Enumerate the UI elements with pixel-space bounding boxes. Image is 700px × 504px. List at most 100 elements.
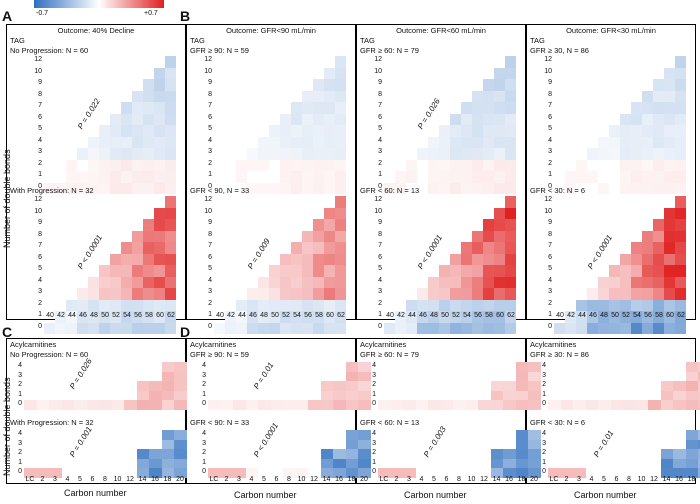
x-tick-d2-20: 20 [530, 476, 538, 483]
heat-cell-b2_top-58-2 [483, 159, 494, 171]
heat-cell-b1_bot-54-7 [291, 242, 302, 254]
x-tick-d2-4: 4 [419, 476, 424, 483]
heat-cell-b2_top-58-3 [483, 148, 494, 160]
heat-cell-b3_top-58-5 [653, 125, 664, 137]
heat-cell-b1_bot-60-10 [324, 207, 335, 219]
x-tick-b3-42: 42 [567, 312, 575, 319]
heat-cell-b1_bot-62-7 [335, 242, 346, 254]
heat-cell-b3_bot-52-1 [620, 311, 631, 323]
group-label-a_top: No Progression: N = 60 [10, 46, 89, 55]
heat-cell-b3_bot-42-0 [565, 322, 576, 334]
x-tick-a-62: 62 [167, 312, 175, 319]
heat-cell-a_bot-58-2 [143, 299, 154, 311]
acyl-cell-d2_top-10-0 [503, 400, 516, 410]
heat-cell-b2_top-54-5 [461, 125, 472, 137]
y-tick-d3_top-1: 1 [542, 390, 546, 398]
heat-cell-b2_bot-60-10 [494, 207, 505, 219]
acyl-cell-d1_bot-9-2 [320, 449, 333, 459]
y-tick-b2_bot-9: 9 [378, 219, 382, 226]
heat-cell-b3_bot-52-6 [620, 253, 631, 265]
x-tick-d1-LC: LC [209, 476, 219, 483]
acyl-cell-d2_top-3-0 [415, 400, 428, 410]
heat-cell-b2_top-52-1 [450, 171, 461, 183]
heat-cell-b3_top-62-9 [675, 79, 686, 91]
acyl-cell-d2_bot-11-3 [515, 439, 528, 449]
heat-cell-b1_top-56-5 [302, 125, 313, 137]
heat-cell-a_bot-48-4 [88, 276, 99, 288]
acyl-cell-c_top-7-0 [111, 400, 124, 410]
acyl-cell-d3_bot-11-3 [685, 439, 698, 449]
heat-cell-b3_top-50-5 [609, 125, 620, 137]
y-tick-b2_top-2: 2 [378, 159, 382, 167]
acyl-cell-d3_top-4-0 [598, 400, 611, 410]
heat-cell-b1_top-60-8 [324, 90, 335, 102]
heat-cell-b3_top-50-3 [609, 148, 620, 160]
heat-cell-a_bot-58-4 [143, 276, 154, 288]
heat-cell-b2_bot-62-2 [505, 299, 516, 311]
heat-cell-a_top-52-1 [110, 171, 121, 183]
y-tick-b1_bot-9: 9 [208, 219, 212, 226]
heat-cell-b3_top-56-4 [642, 136, 653, 148]
group-label-a_bot: With Progression: N = 32 [10, 186, 94, 195]
acyl-cell-d1_bot-11-3 [345, 439, 358, 449]
heat-cell-b2_top-54-7 [461, 102, 472, 114]
heat-cell-b2_bot-58-6 [483, 253, 494, 265]
y-tick-d1_top-1: 1 [202, 390, 206, 398]
heat-cell-b1_bot-56-4 [302, 276, 313, 288]
y-tick-b3_top-9: 9 [548, 79, 552, 86]
x-tick-b3-62: 62 [677, 312, 685, 319]
acyl-cell-d2_bot-12-2 [528, 449, 541, 459]
heat-cell-b3_top-56-0 [642, 182, 653, 194]
heat-cell-a_bot-48-1 [88, 311, 99, 323]
heat-cell-b3_bot-56-8 [642, 230, 653, 242]
heat-cell-b3_top-48-0 [598, 182, 609, 194]
heat-cell-b2_top-56-0 [472, 182, 483, 194]
heat-cell-b3_top-58-6 [653, 113, 664, 125]
acyl-label-c_top: Acylcarnitines [10, 340, 57, 349]
y-tick-b2_top-4: 4 [378, 136, 382, 144]
heat-cell-b2_bot-48-4 [428, 276, 439, 288]
heat-cell-b2_top-62-6 [505, 113, 516, 125]
acyl-cell-d3_bot-12-4 [698, 430, 700, 440]
heat-cell-b1_bot-58-3 [313, 288, 324, 300]
heat-cell-b1_bot-48-1 [258, 311, 269, 323]
heat-cell-b3_top-46-3 [587, 148, 598, 160]
acyl-cell-d1_top-2-0 [233, 400, 246, 410]
heat-cell-a_bot-46-0 [77, 322, 88, 334]
heat-cell-a_top-50-3 [99, 148, 110, 160]
heat-cell-b3_bot-58-6 [653, 253, 664, 265]
heat-cell-a_top-52-3 [110, 148, 121, 160]
heat-cell-a_top-54-4 [121, 136, 132, 148]
x-tick-d3-5: 5 [602, 476, 606, 483]
y-tick-d3_bot-3: 3 [542, 439, 546, 447]
y-tick-a_top-0: 0 [38, 182, 42, 190]
acyl-cell-c_top-3-0 [61, 400, 74, 410]
acyl-cell-d3_bot-9-1 [660, 458, 673, 468]
heat-cell-b3_top-52-5 [620, 125, 631, 137]
x-tick-b3-52: 52 [622, 312, 630, 319]
heat-cell-b2_top-60-0 [494, 182, 505, 194]
heat-cell-b2_top-60-5 [494, 125, 505, 137]
x-tick-b1-54: 54 [293, 312, 301, 319]
acyl-cell-d3_top-5-0 [610, 400, 623, 410]
acyl-cell-d3_bot-11-4 [685, 430, 698, 440]
heat-cell-a_top-58-3 [143, 148, 154, 160]
panel-title-a: Outcome: 40% Decline [57, 26, 135, 35]
heat-cell-b2_top-52-0 [450, 182, 461, 194]
heat-cell-a_top-60-10 [154, 67, 165, 79]
panel-title-b1: Outcome: GFR<90 mL/min [226, 26, 316, 35]
acyl-cell-d3_bot-1-0 [560, 468, 573, 478]
acyl-cell-d1_top-7-0 [295, 400, 308, 410]
y-tick-b3_bot-4: 4 [548, 276, 552, 284]
y-tick-b2_bot-6: 6 [378, 253, 382, 261]
y-tick-b3_top-1: 1 [548, 171, 552, 178]
heat-cell-b1_bot-62-2 [335, 299, 346, 311]
heat-cell-b2_bot-44-2 [406, 299, 417, 311]
heat-cell-b2_top-60-1 [494, 171, 505, 183]
y-tick-b1_bot-6: 6 [208, 253, 212, 261]
heat-cell-b2_bot-48-3 [428, 288, 439, 300]
heat-cell-a_bot-60-1 [154, 311, 165, 323]
heat-cell-a_bot-52-2 [110, 299, 121, 311]
heat-cell-b1_bot-56-0 [302, 322, 313, 334]
heat-cell-b1_top-58-0 [313, 182, 324, 194]
